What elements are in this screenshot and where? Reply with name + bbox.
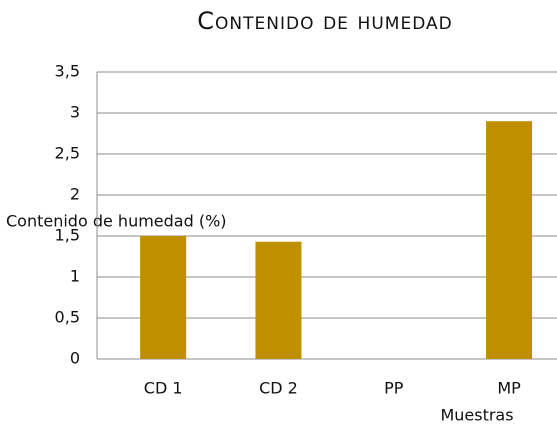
- y-tick-label: 0: [70, 349, 80, 368]
- x-tick-label: CD 1: [144, 379, 183, 398]
- y-tick-label: 3: [70, 103, 80, 122]
- x-tick-label: PP: [384, 379, 404, 398]
- chart-title: Contenido de humedad: [197, 7, 452, 35]
- bar: [255, 241, 302, 359]
- y-tick-label: 1: [70, 267, 80, 286]
- bar: [140, 236, 187, 359]
- y-tick-label: 3,5: [55, 62, 80, 81]
- x-tick-label: MP: [497, 379, 521, 398]
- y-tick-label: 2: [70, 185, 80, 204]
- x-axis-label: Muestras: [440, 406, 513, 425]
- bar: [486, 121, 533, 359]
- y-tick-label: 1,5: [55, 226, 80, 245]
- x-tick-label: CD 2: [259, 379, 298, 398]
- y-tick-label: 0,5: [55, 308, 80, 327]
- y-tick-label: 2,5: [55, 144, 80, 163]
- y-axis-label: Contenido de humedad (%): [6, 212, 227, 231]
